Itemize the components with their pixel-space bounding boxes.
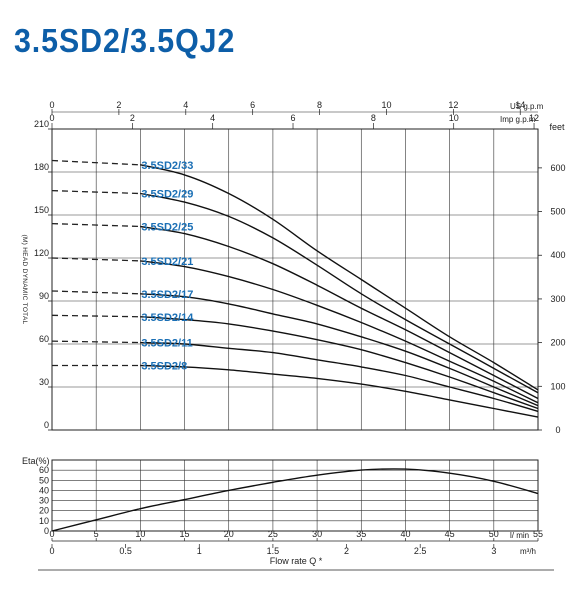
us-gpm-tick-label: 0 [49, 100, 54, 110]
head-curve [140, 260, 539, 404]
lmin-tick-label: 10 [135, 529, 145, 539]
eta-y-tick-label: 0 [44, 526, 49, 536]
head-feet-tick-label: 300 [550, 294, 565, 304]
us-gpm-tick-label: 4 [183, 100, 188, 110]
head-feet-tick-label: 500 [550, 207, 565, 217]
head-curve [140, 225, 539, 400]
head-y-tick-label: 30 [39, 377, 49, 387]
imp-gpm-tick-label: 10 [449, 113, 459, 123]
lmin-tick-label: 0 [49, 529, 54, 539]
eta-plot-frame [51, 459, 539, 532]
lmin-tick-label: 20 [224, 529, 234, 539]
imp-gpm-unit: Imp g.p.m [500, 115, 536, 124]
us-gpm-tick-label: 8 [317, 100, 322, 110]
eta-y-axis-title: Eta(%) [22, 456, 50, 466]
imp-gpm-tick-label: 2 [130, 113, 135, 123]
head-curve [140, 192, 539, 394]
head-curve-dashed [51, 159, 141, 166]
head-curve [140, 364, 539, 418]
head-y-tick-label: 180 [34, 162, 49, 172]
head-curve-dashed [51, 222, 141, 228]
head-y-tick-label: 210 [34, 119, 49, 129]
lmin-tick-label: 55 [533, 529, 543, 539]
head-curve [140, 316, 539, 410]
head-y-tick-label: 60 [39, 334, 49, 344]
imp-gpm-tick-label: 12 [529, 113, 539, 123]
head-y-tick-label: 150 [34, 205, 49, 215]
eta-y-tick-label: 60 [39, 465, 49, 475]
head-y-axis-title: (M) HEAD DYNAMIC TOTAL [21, 234, 28, 324]
eta-y-tick-label: 50 [39, 475, 49, 485]
head-feet-unit: feet [549, 122, 565, 132]
us-gpm-tick-label: 10 [381, 100, 391, 110]
lmin-tick-label: 50 [489, 529, 499, 539]
us-gpm-tick-label: 6 [250, 100, 255, 110]
head-curve [140, 164, 539, 391]
m3h-tick-label: 3 [491, 546, 496, 556]
head-curve [140, 341, 539, 413]
lmin-tick-label: 40 [400, 529, 410, 539]
head-y-tick-label: 0 [44, 420, 49, 430]
imp-gpm-tick-label: 6 [291, 113, 296, 123]
curve-label: 3.5SD2/29 [141, 189, 193, 201]
lmin-tick-label: 45 [445, 529, 455, 539]
lmin-tick-label: 15 [180, 529, 190, 539]
m3h-tick-label: 1.5 [267, 546, 280, 556]
head-y-tick-label: 90 [39, 291, 49, 301]
head-curve-dashed [51, 314, 141, 318]
us-gpm-tick-label: 14 [515, 100, 525, 110]
imp-gpm-tick-label: 0 [49, 113, 54, 123]
head-y-tick-label: 120 [34, 248, 49, 258]
curve-label: 3.5SD2/8 [141, 361, 187, 373]
curve-label: 3.5SD2/11 [141, 338, 192, 350]
lmin-tick-label: 25 [268, 529, 278, 539]
head-curve-dashed [51, 290, 141, 295]
eta-y-tick-label: 40 [39, 485, 49, 495]
head-feet-tick-label: 600 [550, 163, 565, 173]
curve-label: 3.5SD2/14 [141, 312, 194, 324]
imp-gpm-tick-label: 8 [371, 113, 376, 123]
m3h-tick-label: 1 [197, 546, 202, 556]
head-feet-tick-label: 400 [550, 250, 565, 260]
head-feet-tick-label: 0 [555, 425, 560, 435]
lmin-unit: l/ min [510, 531, 529, 540]
curve-label: 3.5SD2/25 [141, 221, 193, 233]
us-gpm-tick-label: 2 [116, 100, 121, 110]
us-gpm-tick-label: 12 [448, 100, 458, 110]
curve-label: 3.5SD2/21 [141, 256, 193, 268]
m3h-tick-label: 2 [344, 546, 349, 556]
head-curve-dashed [51, 340, 141, 344]
head-curve-dashed [51, 189, 141, 195]
lmin-tick-label: 5 [94, 529, 99, 539]
curve-label: 3.5SD2/33 [141, 160, 193, 172]
lmin-tick-label: 30 [312, 529, 322, 539]
head-plot-frame [51, 128, 539, 431]
head-curve-dashed [51, 257, 141, 262]
flow-rate-label: Flow rate Q * [270, 556, 323, 566]
eta-y-tick-label: 10 [39, 516, 49, 526]
eta-y-tick-label: 20 [39, 506, 49, 516]
us-gpm-unit: US g.p.m [510, 102, 544, 111]
lmin-tick-label: 35 [356, 529, 366, 539]
head-feet-tick-label: 100 [550, 381, 565, 391]
head-feet-tick-label: 200 [550, 338, 565, 348]
eta-curve [51, 468, 539, 532]
head-curve [140, 293, 539, 407]
m3h-unit: m³/h [520, 547, 536, 556]
m3h-tick-label: 0.5 [119, 546, 132, 556]
page-title: 3.5SD2/3.5QJ2 [14, 22, 236, 59]
imp-gpm-tick-label: 4 [210, 113, 215, 123]
m3h-tick-label: 2.5 [414, 546, 427, 556]
m3h-tick-label: 0 [49, 546, 54, 556]
eta-y-tick-label: 30 [39, 496, 49, 506]
curve-label: 3.5SD2/17 [141, 289, 193, 301]
